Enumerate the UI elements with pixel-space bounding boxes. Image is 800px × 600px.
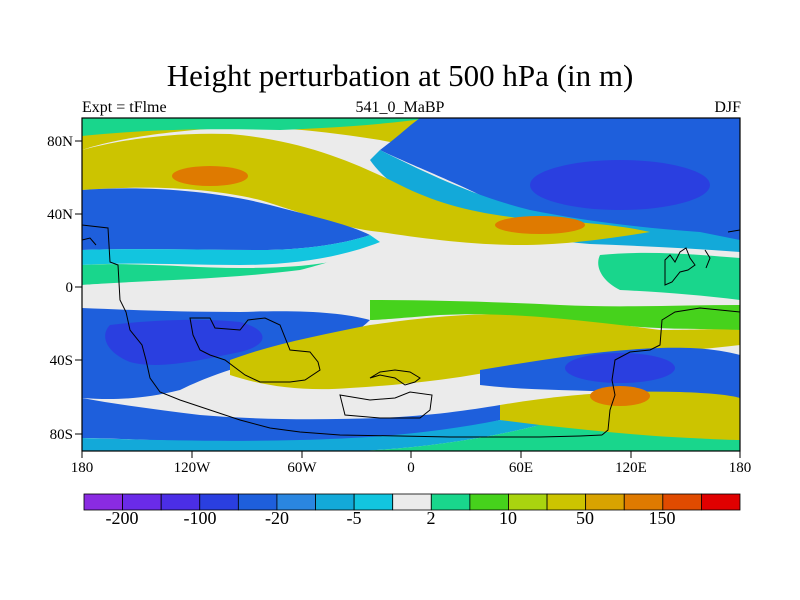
colorbar-label-3: -20 xyxy=(265,508,289,528)
lon-label-120w: 120W xyxy=(174,460,212,476)
lat-label-40n: 40N xyxy=(47,207,73,223)
colorbar-swatch xyxy=(701,493,741,511)
contour-field xyxy=(82,118,740,451)
east-green-patch xyxy=(598,252,740,300)
north-deep-blue-core xyxy=(530,160,710,210)
south-olive-band xyxy=(230,314,740,390)
south-light-blue xyxy=(82,420,540,451)
coastline-west-edge xyxy=(82,237,97,246)
equatorial-grey xyxy=(82,245,740,311)
north-orange-core-east xyxy=(495,216,585,234)
colorbar-label-2: -100 xyxy=(184,508,217,528)
right-subtitle: DJF xyxy=(714,99,741,116)
lat-tick-labels: 80N 40N 0 40S 80S xyxy=(47,134,73,443)
lon-label-180w: 180 xyxy=(71,460,94,476)
south-east-deep-blue-core xyxy=(565,353,675,383)
lon-tick-marks xyxy=(81,451,741,458)
coastlines xyxy=(82,224,740,438)
coastline-antarctic-ice xyxy=(339,391,433,419)
coastline-east-australia xyxy=(601,307,740,436)
lon-label-60w: 60W xyxy=(287,460,317,476)
colorbar-label-5: 2 xyxy=(427,508,436,528)
lon-label-60e: 60E xyxy=(509,460,533,476)
south-east-orange-core xyxy=(590,386,650,406)
west-blue-40n xyxy=(82,188,370,250)
lon-label-120e: 120E xyxy=(615,460,647,476)
lat-tick-marks xyxy=(75,140,82,435)
colorbar xyxy=(83,493,741,511)
lat-label-80s: 80S xyxy=(50,427,73,443)
colorbar-swatch xyxy=(392,493,432,511)
lat-label-0: 0 xyxy=(66,280,74,296)
lon-label-0: 0 xyxy=(407,460,415,476)
west-cyan-rim xyxy=(82,235,380,265)
lon-tick-labels: 180 120W 60W 0 60E 120E 180 xyxy=(71,460,752,476)
north-orange-core-west xyxy=(172,166,248,186)
lat-label-80n: 80N xyxy=(47,134,73,150)
coastline-east-islands xyxy=(664,247,696,286)
coastline-africa xyxy=(369,369,421,386)
coastline-east-arm xyxy=(704,229,740,269)
south-green-bottom xyxy=(360,425,740,451)
coastline-americas xyxy=(82,224,603,438)
north-green-ring xyxy=(82,118,430,136)
coastline-south-america xyxy=(189,317,321,383)
lat-label-40s: 40S xyxy=(50,353,73,369)
lon-label-180e: 180 xyxy=(729,460,752,476)
colorbar-label-1: -200 xyxy=(106,508,139,528)
left-subtitle: Expt = tFlme xyxy=(82,99,167,116)
center-subtitle: 541_0_MaBP xyxy=(355,99,445,116)
south-green-band xyxy=(370,300,740,330)
colorbar-label-4: -5 xyxy=(347,508,362,528)
colorbar-label-7: 50 xyxy=(576,508,594,528)
central-olive xyxy=(82,133,650,245)
colorbar-labels: -200 -100 -20 -5 2 10 50 150 xyxy=(106,508,676,528)
colorbar-label-6: 10 xyxy=(499,508,517,528)
colorbar-swatch xyxy=(430,493,471,511)
south-ocean-blue xyxy=(82,398,500,443)
colorbar-label-8: 150 xyxy=(649,508,676,528)
plot-title: Height perturbation at 500 hPa (in m) xyxy=(166,58,634,93)
